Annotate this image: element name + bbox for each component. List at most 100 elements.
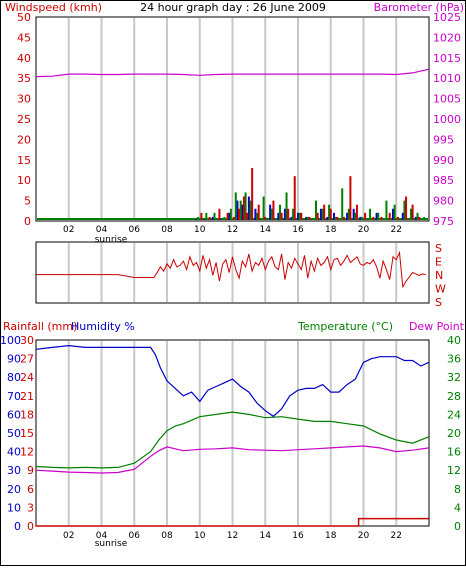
humidity-line xyxy=(35,344,430,418)
x-tick-label-bottom: 02 xyxy=(63,531,74,541)
barometer-line xyxy=(35,68,430,78)
wind-bar xyxy=(359,216,362,220)
wind-bar xyxy=(375,212,378,220)
humidity-tick-label: 20 xyxy=(7,483,21,496)
x-tick-label-top: 20 xyxy=(358,225,370,235)
wind-bar xyxy=(347,208,350,220)
wind-tick-label: 30 xyxy=(17,93,31,106)
rainfall-tick-label: 12 xyxy=(20,446,34,459)
wind-bar xyxy=(360,216,363,220)
wind-bar xyxy=(211,216,214,220)
wind-bar xyxy=(280,212,283,220)
wind-bar xyxy=(197,216,200,220)
direction-tick-label: S xyxy=(435,296,442,309)
barometer-tick-label: 1010 xyxy=(433,72,461,85)
wind-tick-label: 50 xyxy=(17,11,31,24)
x-tick-label-bottom: 06 xyxy=(129,531,141,541)
wind-bar xyxy=(238,208,241,220)
wind-bar xyxy=(264,216,267,220)
temperature-tick-label: 20 xyxy=(447,427,461,440)
x-tick-label-top: 12 xyxy=(227,225,238,235)
wind-bar xyxy=(377,212,380,220)
rainfall-line xyxy=(36,517,429,527)
direction-line xyxy=(36,250,426,289)
rainfall-axis-title: Rainfall (mm) xyxy=(3,320,77,333)
humidity-tick-label: 90 xyxy=(7,353,21,366)
wind-bar xyxy=(292,208,295,220)
humidity-tick-label: 10 xyxy=(7,501,21,514)
wind-bar xyxy=(321,208,324,220)
wind-tick-label: 25 xyxy=(17,113,31,126)
barometer-axis-title: Barometer (hPa) xyxy=(374,1,464,14)
wind-bar xyxy=(349,176,352,220)
barometer-tick-label: 1020 xyxy=(433,31,461,44)
wind-bar xyxy=(213,212,216,220)
wind-bar xyxy=(223,216,226,220)
wind-bar xyxy=(336,216,339,220)
wind-bar xyxy=(195,218,198,220)
x-tick-label-top: 10 xyxy=(194,225,206,235)
wind-bar xyxy=(233,216,236,220)
wind-bar xyxy=(300,212,303,220)
wind-tick-label: 20 xyxy=(17,133,31,146)
barometer-tick-label: 980 xyxy=(433,195,454,208)
wind-bar xyxy=(403,200,406,220)
temperature-tick-label: 28 xyxy=(447,390,461,403)
wind-bar xyxy=(372,216,375,220)
wind-bar xyxy=(200,212,203,220)
rainfall-tick-label: 9 xyxy=(27,464,34,477)
barometer-tick-label: 995 xyxy=(433,133,454,146)
x-tick-label-top: 14 xyxy=(260,225,272,235)
wind-bar xyxy=(251,167,254,220)
wind-bar xyxy=(244,192,247,220)
wind-bar xyxy=(293,176,296,220)
wind-bar xyxy=(254,208,257,220)
wind-bar xyxy=(262,196,265,220)
humidity-tick-label: 30 xyxy=(7,464,21,477)
wind-bar xyxy=(409,208,412,220)
rainfall-tick-label: 27 xyxy=(20,353,34,366)
rainfall-tick-label: 24 xyxy=(20,371,34,384)
wind-bar xyxy=(405,196,408,220)
wind-tick-label: 5 xyxy=(24,195,31,208)
wind-bar xyxy=(308,216,311,220)
direction-tick-label: N xyxy=(435,269,443,282)
wind-bar xyxy=(234,192,237,220)
wind-axis-title: Windspeed (kmh) xyxy=(5,1,102,14)
wind-bar xyxy=(249,200,252,220)
wind-bar xyxy=(388,212,391,220)
barometer-tick-label: 1025 xyxy=(433,11,461,24)
wind-bar xyxy=(297,212,299,220)
wind-bar xyxy=(242,196,245,220)
dew-point-line xyxy=(35,445,430,474)
wind-bar xyxy=(277,212,280,220)
temperature-tick-label: 16 xyxy=(447,446,461,459)
temperature-tick-label: 40 xyxy=(447,334,461,347)
wind-bar xyxy=(396,216,399,220)
wind-bar xyxy=(270,208,273,220)
direction-tick-label: S xyxy=(435,242,442,255)
wind-bar xyxy=(305,216,308,220)
wind-bar xyxy=(418,216,421,220)
wind-bar xyxy=(411,204,414,220)
wind-bar xyxy=(272,200,275,220)
barometer-tick-label: 975 xyxy=(433,215,454,228)
wind-bar xyxy=(346,212,349,220)
wind-bar xyxy=(226,212,229,220)
sunrise-label-top: sunrise xyxy=(95,235,128,245)
x-tick-label-bottom: 14 xyxy=(260,531,272,541)
rainfall-tick-label: 30 xyxy=(20,334,34,347)
rainfall-tick-label: 21 xyxy=(20,390,34,403)
temperature-tick-label: 0 xyxy=(454,520,461,533)
wind-bar xyxy=(369,208,372,220)
wind-tick-label: 40 xyxy=(17,52,31,65)
wind-bar xyxy=(203,218,206,220)
wind-tick-label: 35 xyxy=(17,72,31,85)
temperature-tick-label: 32 xyxy=(447,371,461,384)
rainfall-tick-label: 0 xyxy=(27,520,34,533)
rainfall-tick-label: 18 xyxy=(20,408,34,421)
x-tick-label-bottom: 18 xyxy=(325,531,337,541)
direction-tick-label: E xyxy=(435,256,442,269)
wind-bar xyxy=(326,216,329,220)
